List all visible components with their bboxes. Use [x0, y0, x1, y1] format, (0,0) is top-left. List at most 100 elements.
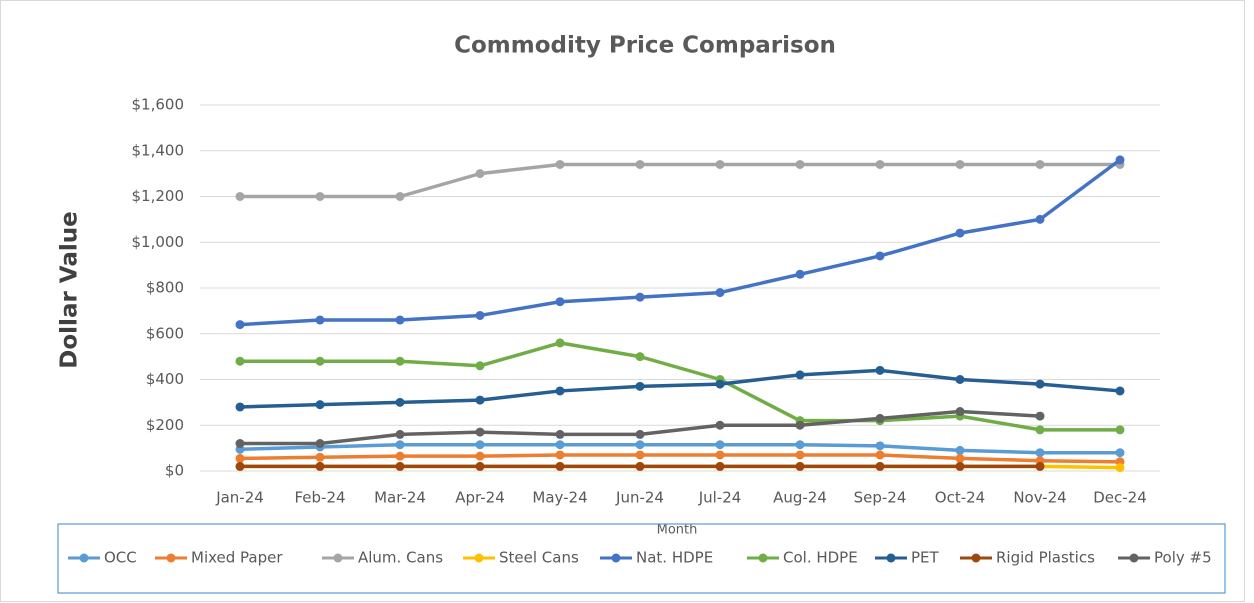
data-point [715, 440, 725, 450]
data-point [315, 452, 325, 462]
legend-label: Mixed Paper [191, 549, 283, 567]
data-point [1115, 463, 1125, 473]
chart-title: Commodity Price Comparison [454, 33, 836, 59]
y-tick-label: $1,000 [132, 233, 185, 251]
legend-marker [758, 553, 768, 563]
legend-marker [79, 553, 89, 563]
data-point [395, 461, 405, 471]
data-point [955, 407, 965, 417]
legend-label: Col. HDPE [783, 549, 858, 567]
data-point [955, 228, 965, 238]
x-tick-label: Jun-24 [615, 489, 664, 507]
data-point [235, 320, 245, 330]
data-point [475, 427, 485, 437]
data-point [635, 429, 645, 439]
y-tick-label: $200 [146, 416, 184, 434]
x-tick-label: Feb-24 [294, 489, 345, 507]
data-point [475, 461, 485, 471]
data-point [955, 445, 965, 455]
data-point [1035, 159, 1045, 169]
data-point [395, 192, 405, 201]
data-point [635, 450, 645, 460]
series-line [240, 341, 1120, 432]
legend-label: PET [911, 549, 940, 567]
x-tick-label: Jul-24 [698, 489, 742, 507]
legend-label: OCC [104, 549, 137, 567]
x-axis-title: Month [657, 523, 698, 538]
data-point [1115, 155, 1125, 165]
data-point [875, 450, 885, 460]
y-tick-label: $400 [146, 370, 184, 388]
y-tick-label: $800 [146, 279, 184, 297]
data-point [475, 395, 485, 405]
data-point [875, 441, 885, 451]
y-tick-label: $1,400 [132, 141, 185, 159]
legend-marker [611, 553, 621, 563]
data-point [315, 315, 325, 325]
data-point [635, 352, 645, 362]
x-tick-label: Jan-24 [215, 489, 264, 507]
x-tick-label: Mar-24 [374, 489, 426, 507]
data-point [795, 269, 805, 279]
data-point [635, 292, 645, 302]
data-point [875, 159, 885, 169]
data-point [235, 453, 245, 463]
data-point [795, 461, 805, 471]
data-point [715, 379, 725, 389]
data-point [315, 400, 325, 410]
y-tick-label: $1,200 [132, 187, 185, 205]
data-point [1035, 379, 1045, 389]
y-tick-label: $600 [146, 324, 184, 342]
legend-marker [886, 553, 896, 563]
data-point [715, 461, 725, 471]
data-point [555, 338, 565, 348]
data-point [715, 288, 725, 298]
data-point [715, 420, 725, 430]
data-point [315, 439, 325, 449]
data-point [795, 370, 805, 380]
data-point [1115, 425, 1125, 435]
legend-label: Nat. HDPE [636, 549, 713, 567]
y-axis-title: Dollar Value [57, 211, 83, 368]
data-point [395, 440, 405, 450]
x-tick-label: May-24 [532, 489, 587, 507]
series-line [240, 162, 1120, 199]
data-point [795, 450, 805, 460]
data-point [795, 440, 805, 450]
series-line [239, 453, 1121, 464]
data-point [235, 402, 245, 412]
legend-label: Rigid Plastics [996, 549, 1095, 567]
data-point [875, 413, 885, 423]
x-tick-label: Nov-24 [1013, 489, 1066, 507]
y-tick-label: $0 [165, 462, 184, 480]
x-tick-label: Aug-24 [773, 489, 827, 507]
data-point [555, 386, 565, 396]
legend-label: Steel Cans [499, 549, 579, 567]
data-point [555, 440, 565, 450]
data-point [955, 461, 965, 471]
data-point [395, 356, 405, 366]
data-point [875, 461, 885, 471]
data-point [315, 461, 325, 471]
data-point [235, 461, 245, 471]
data-point [395, 429, 405, 439]
series-line [239, 368, 1121, 409]
data-point [395, 451, 405, 461]
data-point [795, 420, 805, 430]
legend-marker [474, 553, 484, 563]
data-point [955, 453, 965, 463]
legend-label: Alum. Cans [358, 549, 443, 567]
data-point [315, 356, 325, 366]
series-line [239, 442, 1120, 455]
data-point [875, 251, 885, 261]
data-point [235, 439, 245, 449]
data-point [475, 361, 485, 371]
data-point [315, 192, 325, 201]
data-point [1115, 386, 1125, 396]
legend-marker [333, 553, 343, 563]
data-point [635, 381, 645, 391]
data-point [715, 450, 725, 460]
data-point [795, 159, 805, 169]
legend-marker [971, 553, 981, 563]
legend-marker [166, 553, 176, 563]
